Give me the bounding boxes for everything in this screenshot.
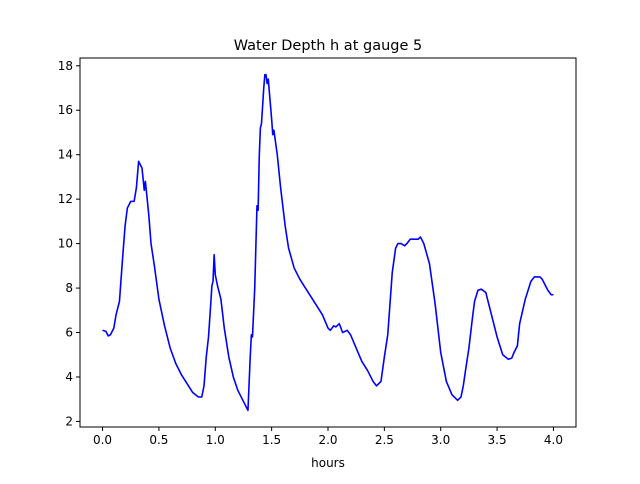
y-tick-label: 16 [58, 103, 73, 117]
y-tick-label: 14 [58, 148, 73, 162]
x-axis-label: hours [311, 456, 345, 470]
series-line-0 [102, 73, 554, 412]
x-tick-label: 1.0 [206, 433, 225, 447]
y-tick-label: 10 [58, 237, 73, 251]
x-tick-label: 1.5 [262, 433, 281, 447]
y-tick-label: 12 [58, 192, 73, 206]
y-tick-label: 6 [65, 326, 73, 340]
x-tick-label: 0.0 [93, 433, 112, 447]
x-tick-label: 2.0 [318, 433, 337, 447]
plot-area: 0.0 0.5 1.0 1.5 2.0 2.5 3.0 3.5 4.0 2 4 6 8 10 12 14 16 1… [58, 57, 577, 447]
x-tick-label: 3.0 [431, 433, 450, 447]
x-tick-label: 3.5 [488, 433, 507, 447]
y-tick-label: 18 [58, 59, 73, 73]
y-tick-label: 2 [65, 414, 73, 428]
x-tick-label: 4.0 [544, 433, 563, 447]
y-tick-label: 8 [65, 281, 73, 295]
y-tick-label: 4 [65, 370, 73, 384]
x-tick-label: 2.5 [375, 433, 394, 447]
chart-title: Water Depth h at gauge 5 [234, 38, 422, 54]
x-tick-label: 0.5 [149, 433, 168, 447]
